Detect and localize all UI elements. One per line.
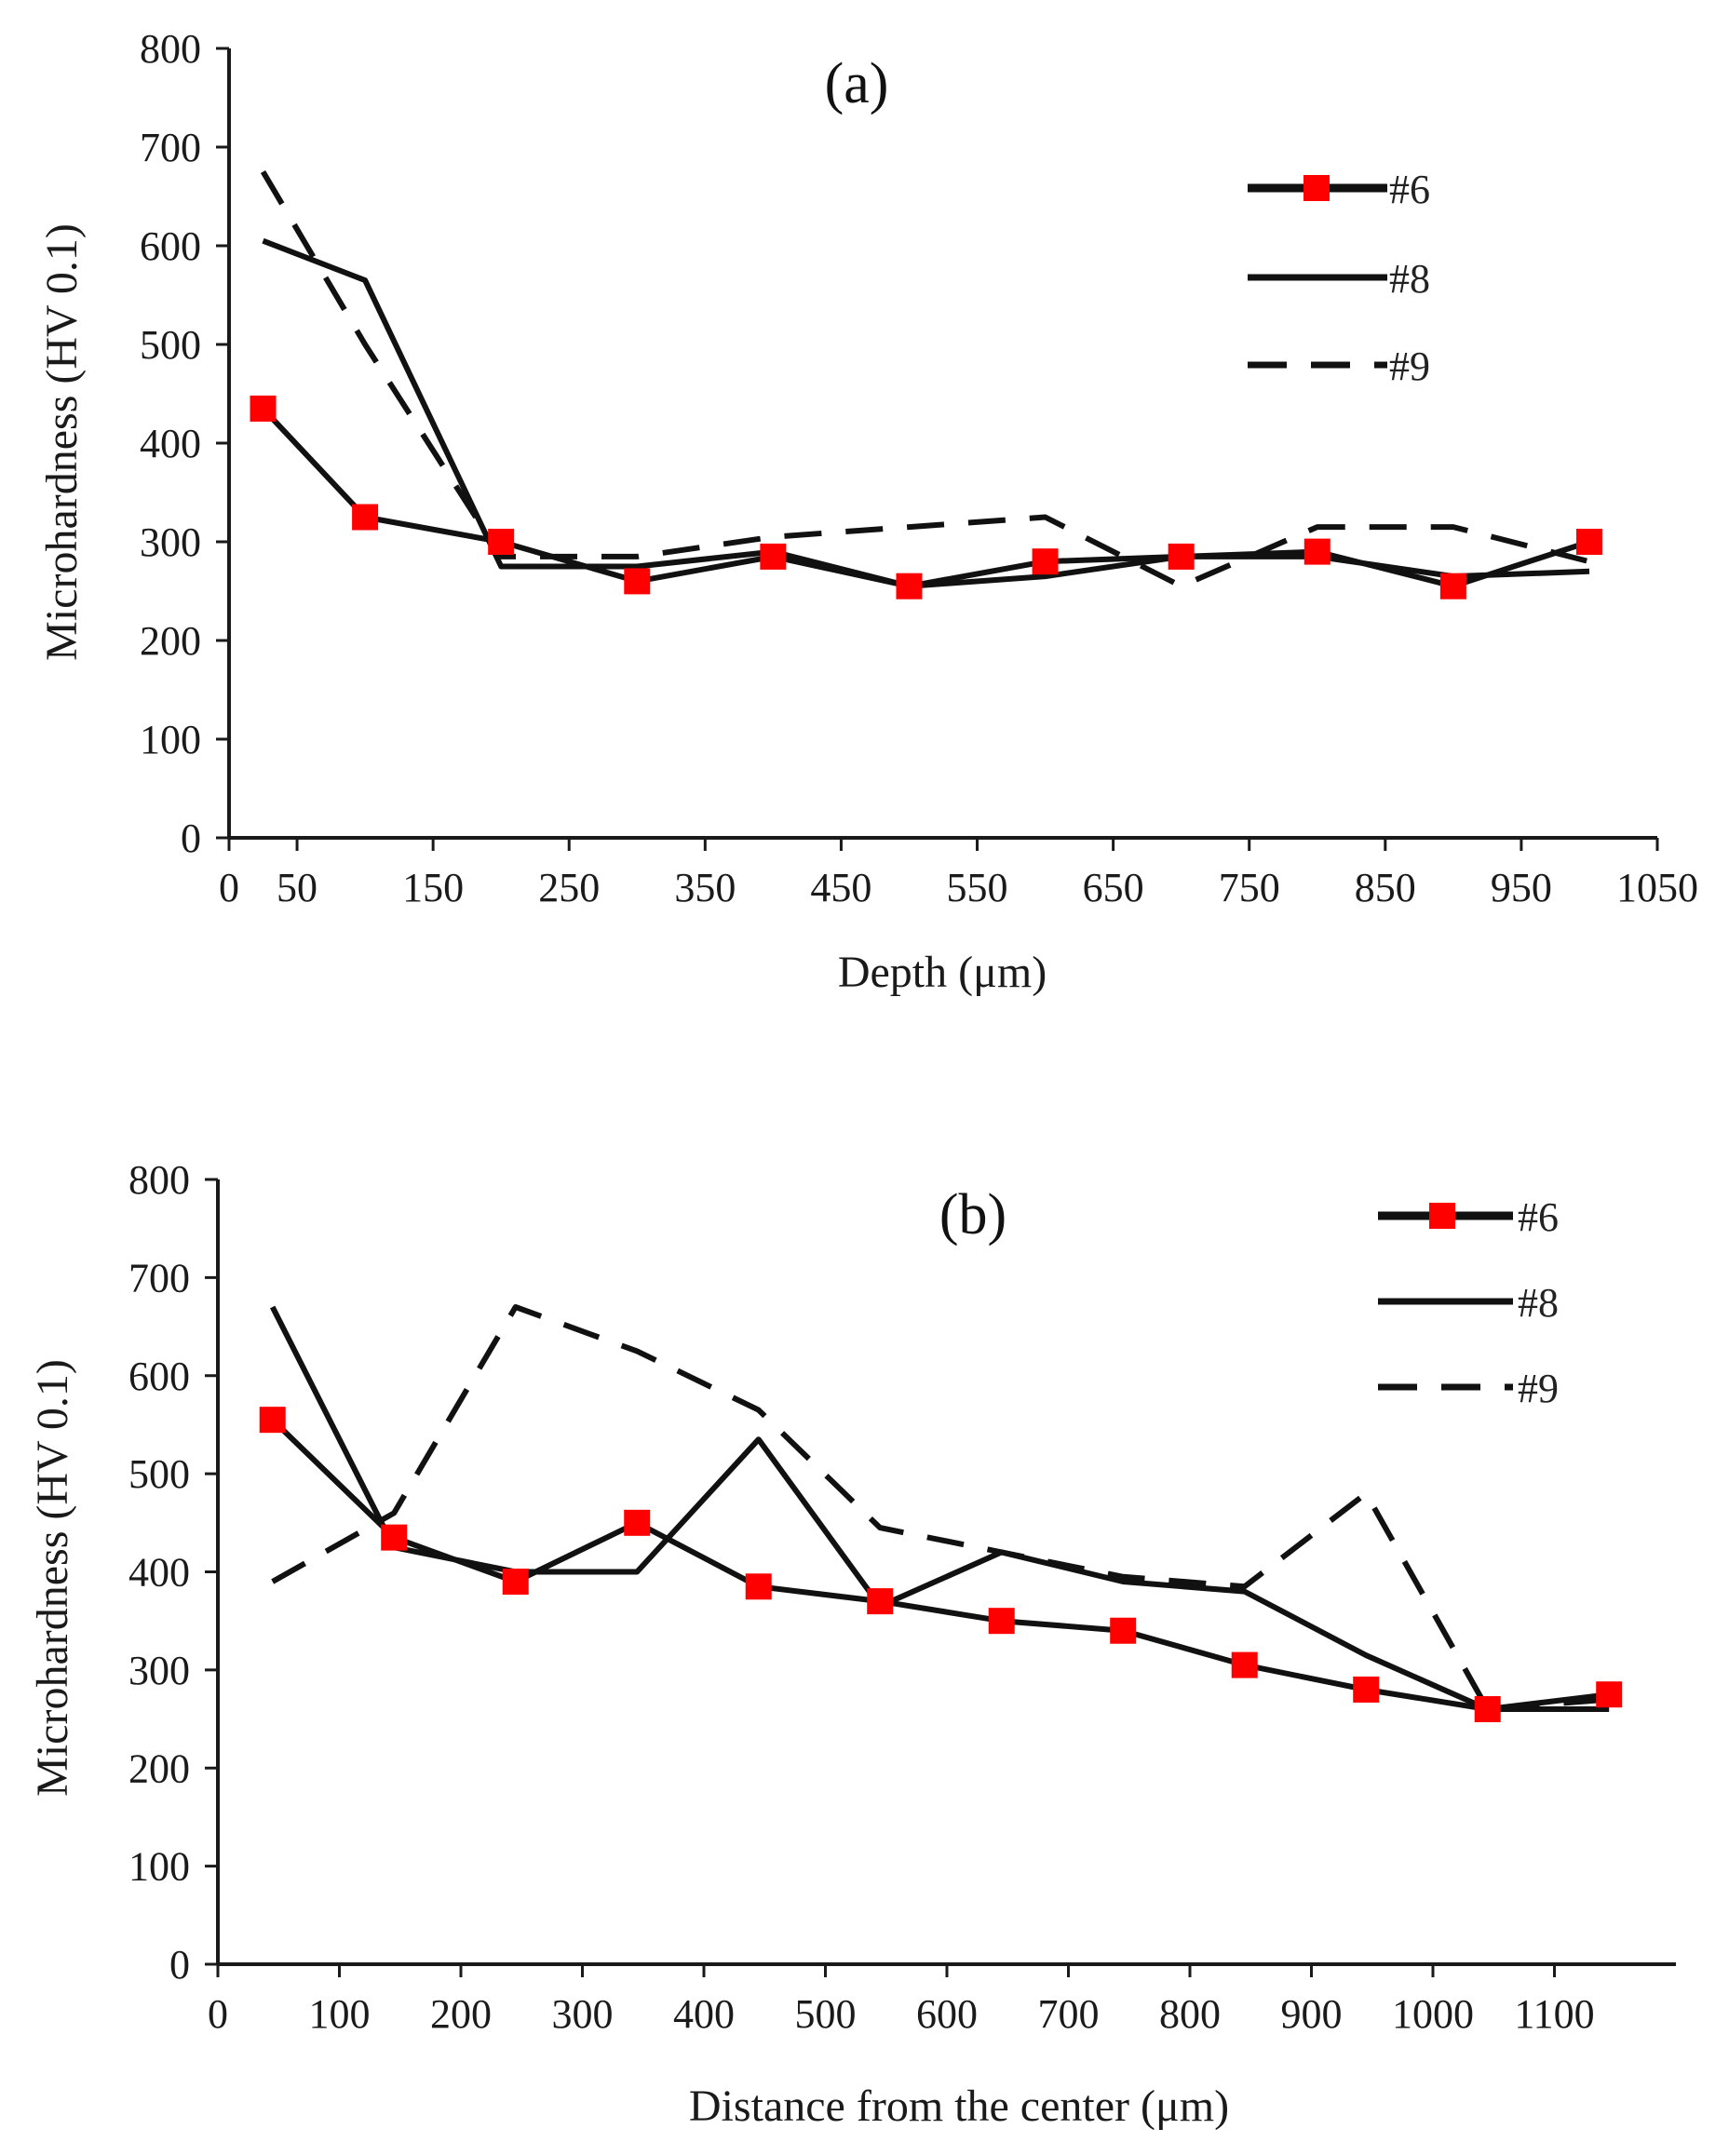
panel-b-y-tick-label: 0 <box>169 1942 190 1988</box>
legend-b-label-6: #6 <box>1518 1194 1559 1240</box>
panel-b-series-6-marker <box>1232 1652 1258 1678</box>
panel-b-x-tick-label: 900 <box>1281 1991 1343 2037</box>
panel-a-x-tick-label: 850 <box>1355 865 1416 910</box>
panel-b-x-tick-label: 700 <box>1038 1991 1100 2037</box>
panel-a-x-axis-label: Depth (μm) <box>838 948 1047 997</box>
panel-b-series-6-marker <box>1475 1696 1501 1722</box>
panel-a-y-tick-label: 600 <box>140 223 201 269</box>
panel-b-x-tick-label: 100 <box>309 1991 371 2037</box>
panel-b-x-tick-label: 600 <box>916 1991 978 2037</box>
panel-b-series-6-marker <box>260 1407 286 1433</box>
panel-a-series-6-marker <box>1033 548 1059 574</box>
panel-b-x-tick-label: 800 <box>1159 1991 1221 2037</box>
legend-a-label-8: #8 <box>1389 256 1430 302</box>
panel-a-y-tick-label: 100 <box>140 717 201 762</box>
panel-a-x-tick-label: 450 <box>810 865 871 910</box>
panel-b-series-6-marker <box>1353 1677 1379 1703</box>
panel-b-series-6-marker <box>503 1569 529 1595</box>
panel-a-y-tick-label: 300 <box>140 519 201 565</box>
panel-b-label: (b) <box>939 1183 1006 1246</box>
panel-a-x-tick-label: 1050 <box>1616 865 1698 910</box>
panel-a-x-tick-label: 0 <box>219 865 239 910</box>
panel-b-x-tick-label: 1000 <box>1392 1991 1474 2037</box>
panel-a-series-6-marker <box>896 573 922 600</box>
panel-b-x-axis-label: Distance from the center (μm) <box>689 2082 1229 2131</box>
panel-b-x-tick-label: 400 <box>673 1991 735 2037</box>
panel-a-series-6-marker <box>1576 529 1602 555</box>
figure: 0 100 200 300 400 500 600 700 800 0 50 150 250 350 45… <box>0 0 1729 2156</box>
panel-a-y-axis-label: Microhardness (HV 0.1) <box>37 223 87 661</box>
panel-b-series-6-marker <box>746 1573 772 1599</box>
panel-b-y-tick-label: 200 <box>128 1745 190 1791</box>
panel-b-y-tick-label: 600 <box>128 1354 190 1399</box>
panel-a-y-tick-label: 0 <box>181 815 201 861</box>
panel-a-series-6-marker <box>1304 539 1331 565</box>
panel-b-y-tick-label: 100 <box>128 1844 190 1890</box>
panel-b-y-tick-labels: 0 100 200 300 400 500 600 700 800 <box>128 1157 190 1988</box>
panel-b-series-6-marker <box>624 1510 650 1536</box>
panel-b-series-6-marker <box>1110 1618 1136 1644</box>
panel-a-series-6-marker <box>760 544 786 570</box>
panel-b-y-tick-label: 500 <box>128 1451 190 1497</box>
panel-a-label: (a) <box>825 52 889 115</box>
panel-a-series-6-marker <box>1440 573 1466 600</box>
panel-a-y-tick-label: 500 <box>140 322 201 368</box>
panel-a-x-tick-label: 550 <box>947 865 1008 910</box>
panel-a-x-tick-label: 950 <box>1491 865 1552 910</box>
panel-a-y-tick-label: 700 <box>140 125 201 170</box>
legend-b-label-8: #8 <box>1518 1280 1559 1326</box>
panel-a-x-tick-label: 250 <box>538 865 600 910</box>
legend-a-label-9: #9 <box>1389 344 1430 389</box>
panel-b-x-tick-label: 200 <box>430 1991 492 2037</box>
panel-b-series-6-marker <box>867 1588 893 1614</box>
panel-b-series-6-marker <box>381 1525 407 1551</box>
panel-a-series-6-marker <box>352 505 378 531</box>
panel-a-y-tick-labels: 0 100 200 300 400 500 600 700 800 <box>140 26 201 861</box>
panel-a-y-tick-label: 800 <box>140 26 201 72</box>
panel-a-x-tick-label: 50 <box>277 865 317 910</box>
panel-b-x-tick-label: 1100 <box>1514 1991 1594 2037</box>
legend-b-label-9: #9 <box>1518 1366 1559 1411</box>
panel-b-y-tick-label: 300 <box>128 1648 190 1693</box>
panel-b-x-tick-label: 500 <box>795 1991 857 2037</box>
panel-b-series-6-marker <box>1596 1681 1622 1707</box>
panel-a-x-tick-label: 350 <box>674 865 736 910</box>
panel-a-series-6-marker <box>624 568 650 594</box>
panel-b-y-axis-label: Microhardness (HV 0.1) <box>28 1359 77 1797</box>
panel-a-x-tick-label: 750 <box>1219 865 1280 910</box>
panel-a-y-tick-label: 400 <box>140 421 201 466</box>
panel-a-series-6-marker <box>1168 544 1195 570</box>
panel-b-x-tick-label: 300 <box>552 1991 614 2037</box>
panel-a-x-tick-label: 150 <box>402 865 464 910</box>
legend-a-label-6: #6 <box>1389 167 1430 212</box>
panel-a-series-6-marker <box>250 396 277 422</box>
panel-a-series-6-marker <box>488 529 514 555</box>
panel-b-y-tick-label: 800 <box>128 1157 190 1203</box>
panel-b-series-6-marker <box>989 1608 1015 1634</box>
legend-b-marker-6 <box>1429 1203 1455 1229</box>
legend-a-marker-6 <box>1304 175 1330 201</box>
panel-b-y-tick-label: 400 <box>128 1550 190 1596</box>
panel-b-x-tick-label: 0 <box>208 1991 228 2037</box>
panel-a-y-tick-label: 200 <box>140 618 201 664</box>
panel-a-x-tick-label: 650 <box>1083 865 1144 910</box>
figure-background <box>0 0 1729 2156</box>
panel-b-y-tick-label: 700 <box>128 1255 190 1300</box>
